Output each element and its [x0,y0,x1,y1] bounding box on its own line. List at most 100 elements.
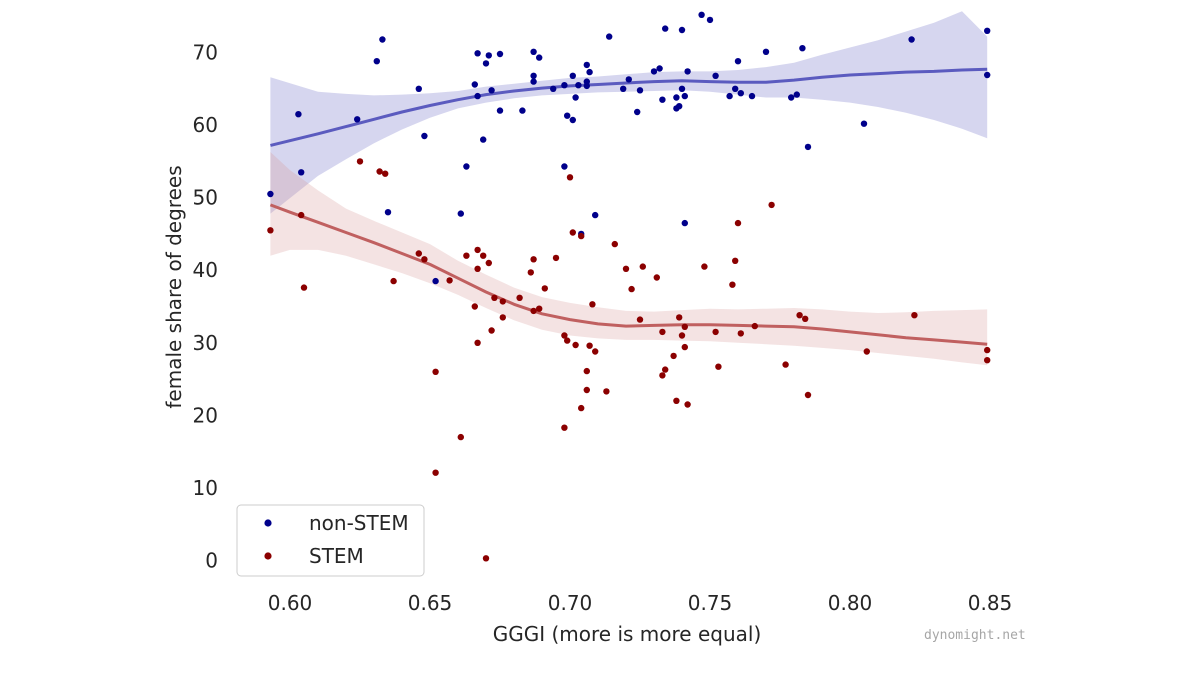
point-stem [541,285,548,292]
point-non-stem [620,85,627,93]
point-stem [474,339,481,346]
point-non-stem [530,72,537,80]
point-non-stem [379,36,386,43]
point-stem [768,201,775,209]
point-stem [390,277,397,285]
point-non-stem [592,211,599,219]
point-non-stem [908,36,915,43]
point-non-stem [536,54,543,61]
point-stem [653,274,660,281]
point-non-stem [572,94,579,101]
point-stem [432,469,439,476]
point-stem [499,298,506,305]
x-axis-ticks: 0.60 0.65 0.70 0.75 0.80 0.85 [268,591,1013,615]
point-stem [863,348,870,355]
point-non-stem [681,92,688,100]
legend-marker-stem [264,552,272,560]
x-tick-label: 0.70 [548,591,593,615]
point-non-stem [583,61,590,69]
y-tick-label: 30 [193,331,218,355]
point-stem [782,361,789,368]
point-stem [701,263,708,270]
point-non-stem [678,26,686,34]
point-non-stem [984,27,991,34]
point-stem [446,277,453,284]
point-non-stem [650,68,658,75]
point-stem [737,330,744,337]
point-stem [572,341,579,349]
point-stem [421,256,428,263]
x-tick-label: 0.60 [268,591,313,615]
x-tick-label: 0.85 [968,591,1013,615]
point-non-stem [267,190,274,198]
point-non-stem [734,58,742,65]
point-stem [670,352,677,360]
point-non-stem [485,52,492,59]
point-stem [681,323,688,330]
point-stem [527,269,534,276]
point-non-stem [480,136,487,143]
y-tick-label: 20 [193,403,218,427]
point-non-stem [373,58,380,65]
point-non-stem [488,87,495,94]
point-non-stem [415,85,422,93]
point-non-stem [496,107,504,114]
point-stem [622,265,630,272]
point-stem [603,388,610,395]
point-non-stem [421,132,428,140]
point-stem [804,391,812,399]
point-non-stem [737,90,744,97]
point-non-stem [561,163,568,170]
point-stem [564,337,571,344]
point-stem [636,316,644,323]
y-tick-label: 0 [205,549,218,573]
point-stem [676,314,683,321]
point-non-stem [432,277,439,285]
legend-label-non-stem: non-STEM [309,511,409,535]
point-non-stem [561,82,568,89]
point-non-stem [569,72,576,80]
point-stem [729,281,736,288]
point-stem [530,256,537,263]
point-non-stem [298,169,305,176]
x-tick-label: 0.65 [408,591,453,615]
point-non-stem [860,120,868,127]
point-stem [566,174,574,181]
point-stem [586,342,593,349]
point-non-stem [678,85,686,93]
point-stem [376,168,383,175]
point-non-stem [569,116,576,124]
point-stem [536,305,543,312]
point-non-stem [676,103,683,110]
point-non-stem [471,81,478,88]
point-stem [751,322,758,330]
point-stem [382,170,389,177]
point-non-stem [583,82,590,90]
point-non-stem [799,45,806,52]
point-non-stem [463,163,470,170]
point-non-stem [804,143,812,151]
point-stem [480,252,487,259]
point-non-stem [519,107,526,114]
point-stem [482,555,490,562]
point-stem [911,312,918,319]
y-axis-ticks: 0 10 20 30 40 50 60 70 [193,41,218,573]
point-stem [499,314,506,321]
point-stem [561,332,568,339]
watermark: dynomight.net [924,628,1026,643]
point-non-stem [681,219,688,227]
point-stem [611,240,618,248]
point-stem [984,357,991,364]
point-stem [681,343,688,351]
y-tick-label: 70 [193,41,218,65]
point-stem [628,285,635,293]
point-stem [583,386,590,394]
point-stem [578,404,585,412]
point-stem [298,211,305,219]
point-non-stem [496,50,504,58]
point-non-stem [706,16,714,24]
confidence-bands [270,11,988,366]
point-stem [659,372,666,379]
point-stem [583,367,590,375]
